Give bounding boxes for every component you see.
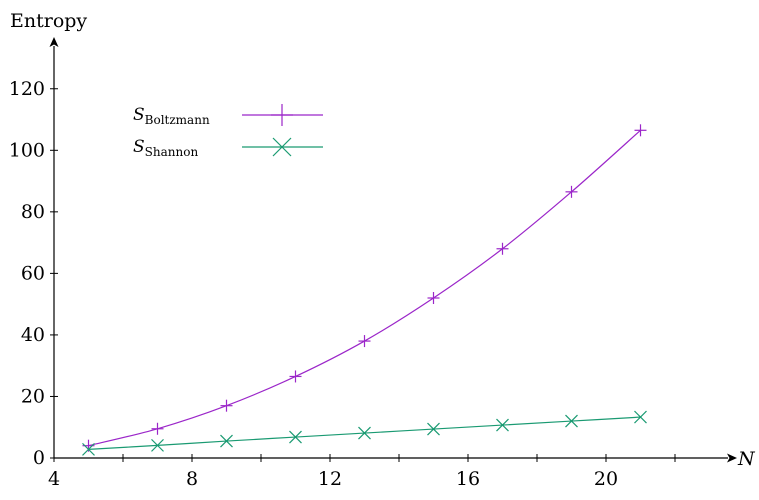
y-tick-label: 40 (21, 324, 45, 346)
y-tick-label: 120 (9, 78, 45, 100)
x-tick-label: 20 (594, 468, 618, 490)
x-axis-label: N (737, 448, 756, 470)
x-tick-label: 4 (48, 468, 60, 490)
y-tick-label: 0 (33, 447, 45, 469)
ticks: 4 8 12 16 20 0 20 40 60 80 100 120 (9, 78, 676, 490)
data-point-boltzmann (289, 370, 302, 383)
legend-marker-boltzmann (271, 104, 293, 126)
data-point-shannon (496, 418, 509, 432)
axes (49, 37, 737, 463)
data-point-shannon (565, 414, 578, 428)
y-tick-label: 100 (9, 139, 45, 161)
data-point-boltzmann (496, 242, 509, 255)
legend-label-shannon: SShannon (133, 137, 198, 159)
data-point-boltzmann (634, 124, 647, 137)
y-tick-label: 20 (21, 385, 45, 407)
data-point-boltzmann (220, 399, 233, 412)
y-tick-label: 60 (21, 262, 45, 284)
x-tick-label: 12 (318, 468, 342, 490)
data-point-shannon (220, 434, 233, 448)
legend-marker-shannon (272, 137, 292, 157)
data-point-boltzmann (151, 422, 164, 435)
legend: SBoltzmann SShannon (133, 104, 323, 159)
data-point-shannon (427, 422, 440, 436)
x-tick-label: 16 (456, 468, 480, 490)
data-point-shannon (289, 430, 302, 444)
data-point-boltzmann (427, 291, 440, 304)
data-point-boltzmann (358, 335, 371, 348)
y-tick-label: 80 (21, 201, 45, 223)
x-axis-arrow (727, 453, 737, 463)
data-point-shannon (151, 438, 164, 452)
series-line-boltzmann (88, 129, 641, 447)
data-point-shannon (358, 426, 371, 440)
data-point-boltzmann (565, 185, 578, 198)
data-point-shannon (82, 442, 95, 456)
y-axis-label: Entropy (10, 10, 87, 32)
legend-label-boltzmann: SBoltzmann (133, 105, 210, 127)
x-tick-label: 8 (186, 468, 198, 490)
series-layer (82, 124, 647, 456)
y-axis-arrow (49, 37, 59, 47)
data-point-shannon (634, 410, 647, 424)
